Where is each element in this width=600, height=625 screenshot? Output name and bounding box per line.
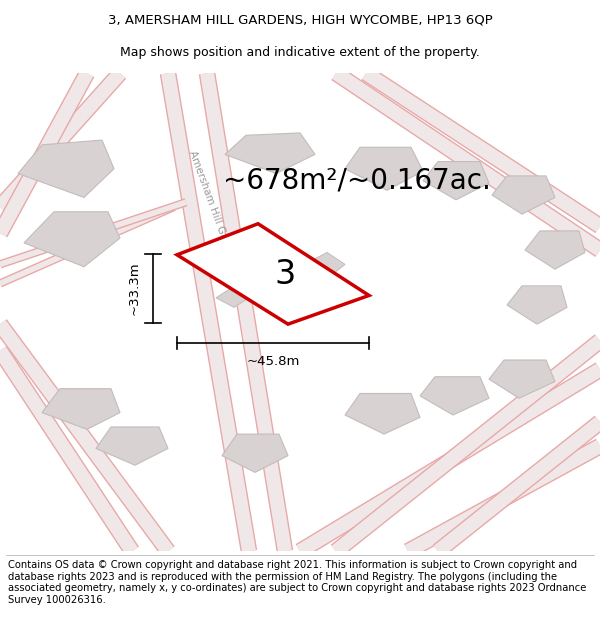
Polygon shape [237,258,273,279]
Polygon shape [345,148,423,190]
Polygon shape [225,133,315,174]
Polygon shape [177,224,369,324]
Polygon shape [492,176,555,214]
Text: ~678m²/~0.167ac.: ~678m²/~0.167ac. [223,167,491,195]
Polygon shape [96,427,168,465]
Polygon shape [273,281,306,302]
Text: Map shows position and indicative extent of the property.: Map shows position and indicative extent… [120,46,480,59]
Polygon shape [525,231,585,269]
Text: Amersham Hill Gardens: Amersham Hill Gardens [187,149,239,269]
Polygon shape [423,162,489,200]
Polygon shape [18,140,114,198]
Text: ~45.8m: ~45.8m [247,355,299,368]
Polygon shape [507,286,567,324]
Polygon shape [420,377,489,415]
Polygon shape [222,434,288,472]
Text: 3, AMERSHAM HILL GARDENS, HIGH WYCOMBE, HP13 6QP: 3, AMERSHAM HILL GARDENS, HIGH WYCOMBE, … [107,14,493,27]
Polygon shape [489,360,555,398]
Polygon shape [42,389,120,429]
Polygon shape [216,288,249,308]
Text: 3: 3 [274,258,296,291]
Text: ~33.3m: ~33.3m [128,261,141,315]
Polygon shape [309,253,345,276]
Polygon shape [24,212,120,267]
Text: Contains OS data © Crown copyright and database right 2021. This information is : Contains OS data © Crown copyright and d… [8,560,586,605]
Polygon shape [345,394,420,434]
